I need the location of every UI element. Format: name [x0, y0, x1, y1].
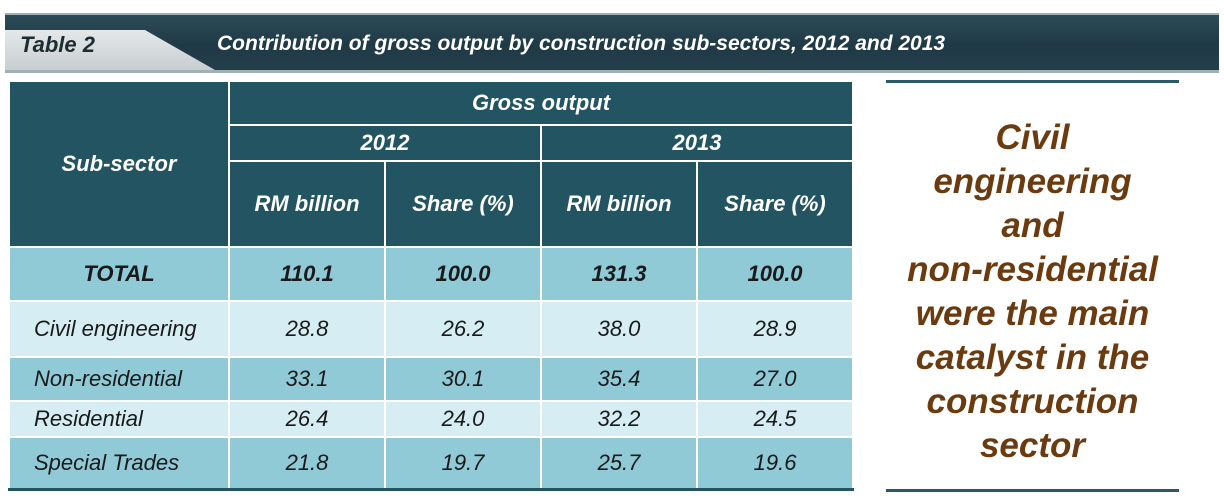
- callout-line: Civil: [995, 118, 1070, 157]
- cell-value: 30.1: [384, 356, 542, 402]
- row-label: Civil engineering: [8, 300, 230, 358]
- table-row: Non-residential 33.1 30.1 35.4 27.0: [8, 356, 855, 402]
- cell-value: 27.0: [695, 356, 855, 402]
- column-header-rm-2012: RM billion: [228, 160, 386, 248]
- row-label: Special Trades: [8, 436, 230, 490]
- table-title: Contribution of gross output by construc…: [217, 32, 946, 55]
- table-row: Civil engineering 28.8 26.2 38.0 28.9: [8, 300, 855, 358]
- cell-value: 28.8: [228, 300, 386, 358]
- callout-line: and: [1001, 206, 1064, 245]
- cell-value: 25.7: [540, 436, 698, 490]
- cell-value: 19.7: [384, 436, 542, 490]
- callout-text: Civil engineering and non-residential we…: [886, 116, 1179, 468]
- cell-value: 100.0: [695, 246, 855, 302]
- cell-value: 33.1: [228, 356, 386, 402]
- cell-value: 26.2: [384, 300, 542, 358]
- cell-value: 26.4: [228, 400, 386, 438]
- gross-output-table: Sub-sector Gross output 2012 2013 RM bil…: [8, 80, 855, 491]
- callout-box: Civil engineering and non-residential we…: [886, 80, 1179, 492]
- cell-value: 110.1: [228, 246, 386, 302]
- table-row-total: TOTAL 110.1 100.0 131.3 100.0: [8, 246, 855, 302]
- row-label: Non-residential: [8, 356, 230, 402]
- column-header-share-2013: Share (%): [695, 160, 855, 248]
- callout-line: non-residential: [907, 250, 1158, 289]
- cell-value: 19.6: [695, 436, 855, 490]
- cell-value: 32.2: [540, 400, 698, 438]
- table-number: Table 2: [20, 32, 95, 57]
- row-label: Residential: [8, 400, 230, 438]
- cell-value: 35.4: [540, 356, 698, 402]
- title-banner: Table 2 Contribution of gross output by …: [5, 13, 1219, 73]
- cell-value: 24.0: [384, 400, 542, 438]
- year-header-2013: 2013: [539, 124, 855, 162]
- cell-value: 38.0: [540, 300, 698, 358]
- cell-value: 24.5: [695, 400, 855, 438]
- column-header-rm-2013: RM billion: [540, 160, 698, 248]
- callout-line: sector: [979, 426, 1086, 465]
- gross-output-header: Gross output: [227, 80, 855, 126]
- cell-value: 131.3: [540, 246, 698, 302]
- callout-line: catalyst in the: [915, 338, 1150, 377]
- cell-value: 100.0: [384, 246, 542, 302]
- cell-value: 21.8: [228, 436, 386, 490]
- callout-line: construction: [926, 382, 1139, 421]
- row-label: TOTAL: [8, 246, 230, 302]
- table-row: Residential 26.4 24.0 32.2 24.5: [8, 400, 855, 438]
- column-header-share-2012: Share (%): [384, 160, 542, 248]
- cell-value: 28.9: [695, 300, 855, 358]
- year-header-2012: 2012: [228, 124, 542, 162]
- subsector-header: Sub-sector: [8, 80, 230, 248]
- table-row: Special Trades 21.8 19.7 25.7 19.6: [8, 436, 855, 490]
- banner-rule: [5, 70, 1219, 73]
- callout-line: were the main: [915, 294, 1150, 333]
- callout-line: engineering: [933, 162, 1132, 201]
